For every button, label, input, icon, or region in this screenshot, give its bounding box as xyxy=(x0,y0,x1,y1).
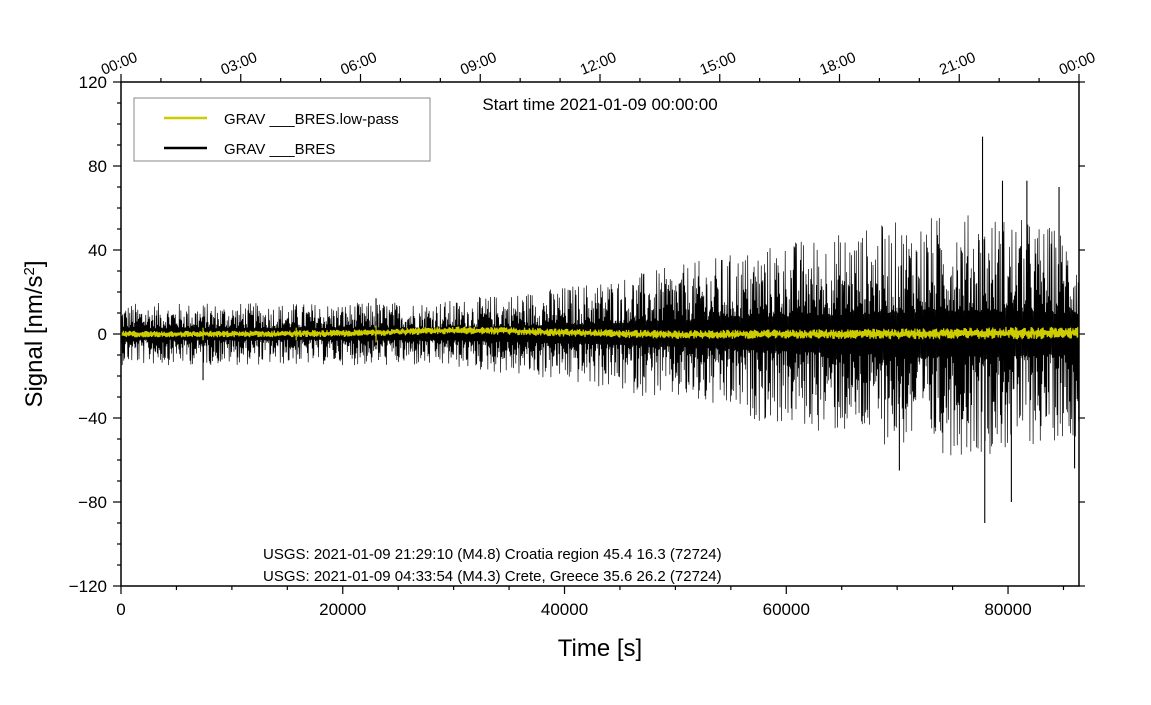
top-tick-label: 09:00 xyxy=(458,49,499,79)
earthquake-annotation-croatia: USGS: 2021-01-09 21:29:10 (M4.8) Croatia… xyxy=(263,546,722,563)
y-tick-label: 80 xyxy=(88,157,107,176)
y-tick-label: −40 xyxy=(78,409,107,428)
x-tick-label: 20000 xyxy=(319,600,366,619)
y-axis-title-suffix: ] xyxy=(21,260,48,267)
y-tick-label: −80 xyxy=(78,493,107,512)
signal-series-line xyxy=(120,215,1080,456)
legend: GRAV ___BRES.low-pass GRAV ___BRES xyxy=(133,97,431,162)
y-axis-title: Signal [nm/s2] xyxy=(21,260,49,407)
top-tick-label: 12:00 xyxy=(578,49,619,79)
top-tick-label: 06:00 xyxy=(338,49,379,79)
signal-series-layer xyxy=(120,136,1080,523)
x-tick-label: 60000 xyxy=(763,600,810,619)
x-tick-label: 80000 xyxy=(984,600,1031,619)
top-tick-label: 21:00 xyxy=(937,49,978,79)
earthquake-annotation-crete: USGS: 2021-01-09 04:33:54 (M4.3) Crete, … xyxy=(263,568,722,585)
y-tick-label: −120 xyxy=(69,577,107,596)
x-tick-label: 0 xyxy=(116,600,125,619)
top-tick-label: 18:00 xyxy=(817,49,858,79)
start-time-label: Start time 2021-01-09 00:00:00 xyxy=(482,95,717,114)
axis-ticks xyxy=(113,74,1085,594)
legend-label-signal: GRAV ___BRES xyxy=(224,141,335,158)
top-tick-label: 00:00 xyxy=(99,49,140,79)
legend-box xyxy=(133,97,431,162)
top-tick-label: 03:00 xyxy=(218,49,259,79)
lowpass-series-layer xyxy=(120,325,1080,343)
top-tick-label: 00:00 xyxy=(1057,49,1098,79)
y-tick-label: 40 xyxy=(88,241,107,260)
x-axis-title: Time [s] xyxy=(558,635,642,662)
x-tick-label: 40000 xyxy=(541,600,588,619)
y-tick-label: 0 xyxy=(98,325,107,344)
y-axis-title-superscript: 2 xyxy=(21,267,38,275)
legend-label-lowpass: GRAV ___BRES.low-pass xyxy=(224,111,399,128)
y-axis-title-main: Signal [nm/s xyxy=(21,275,48,407)
lowpass-series-line xyxy=(120,326,1080,340)
y-tick-label: 120 xyxy=(79,73,107,92)
top-tick-label: 15:00 xyxy=(697,49,738,79)
